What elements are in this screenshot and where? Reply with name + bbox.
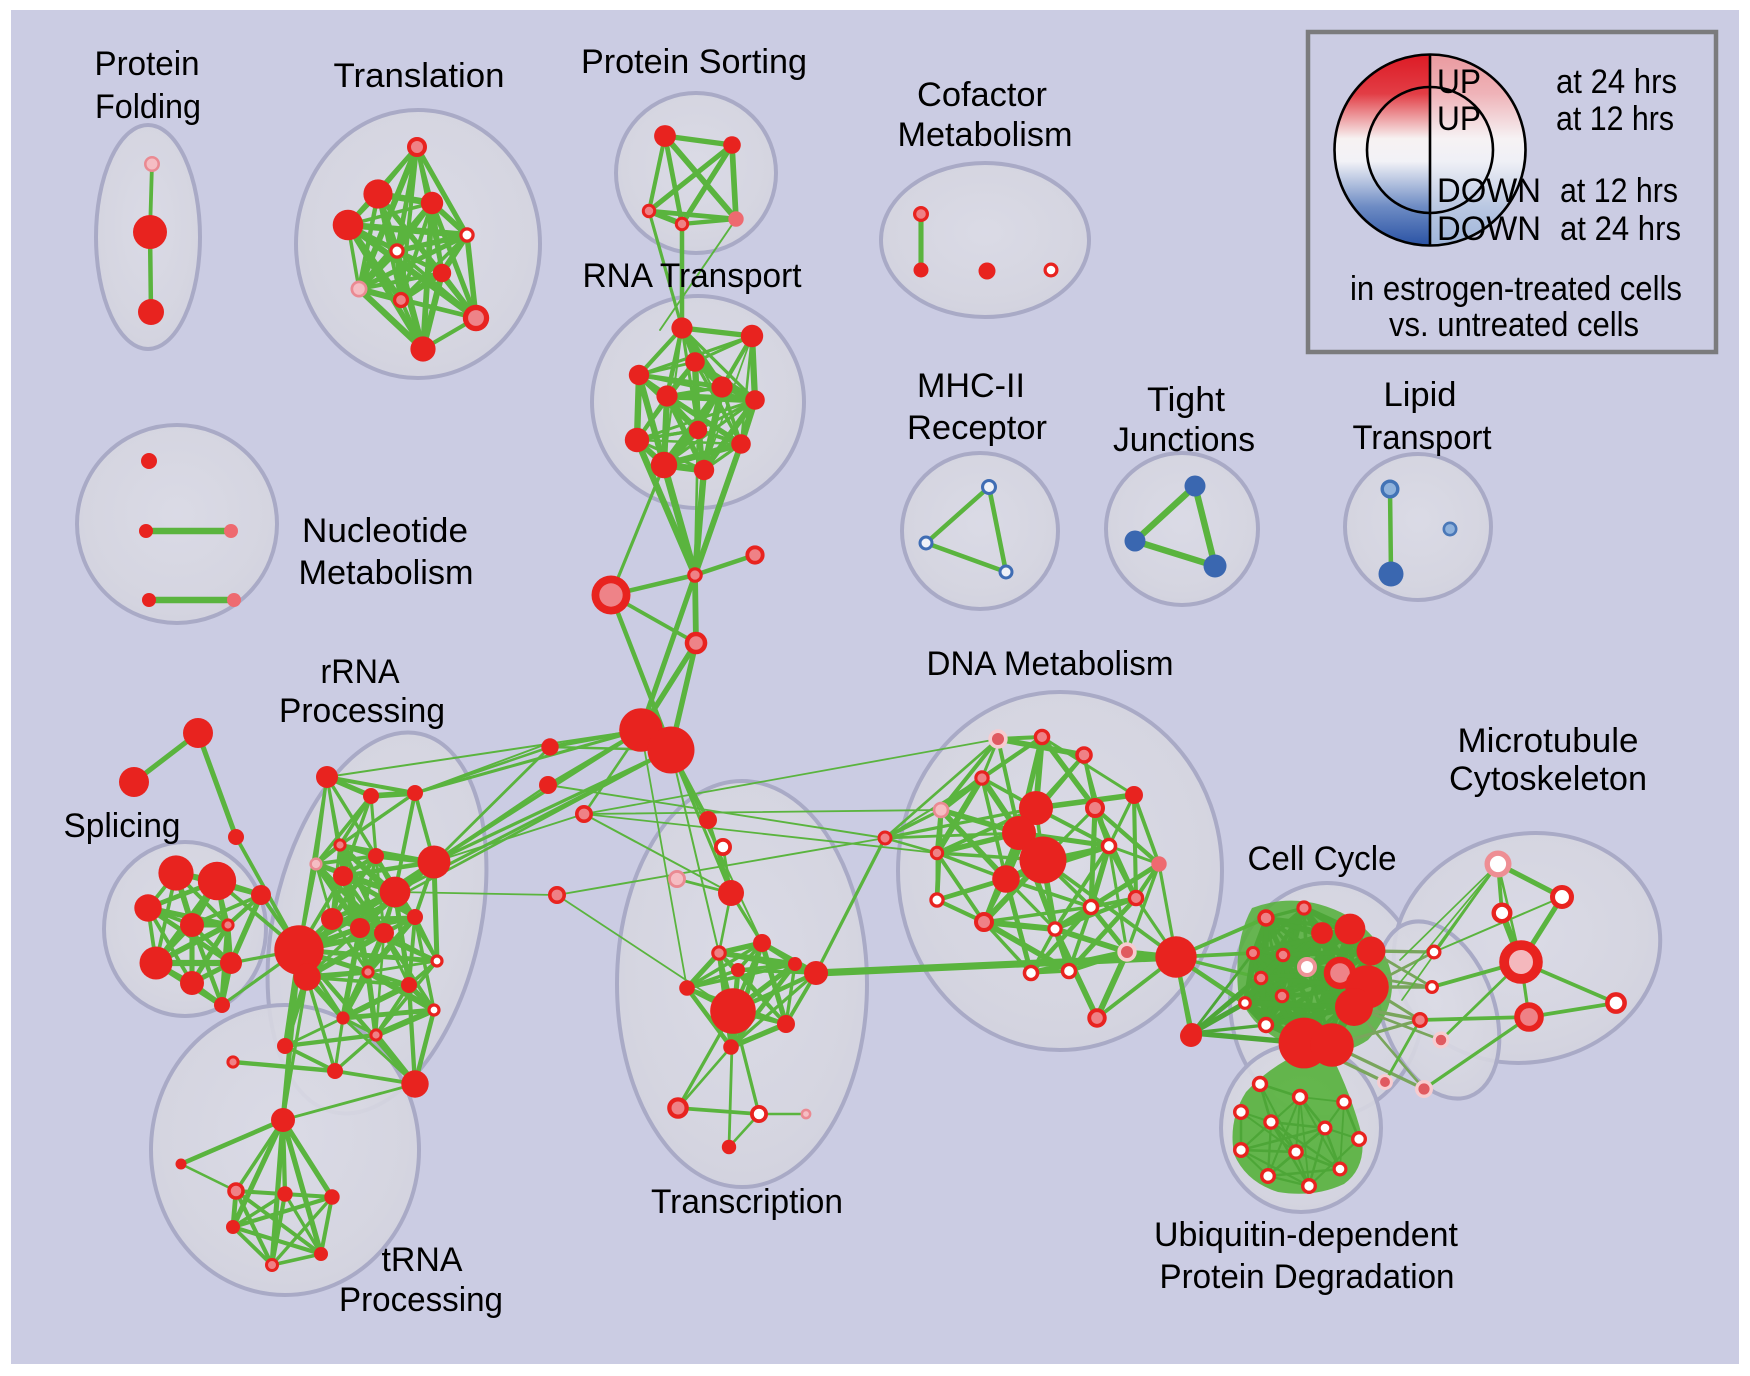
svg-text:Translation: Translation: [334, 57, 505, 95]
svg-text:Tight: Tight: [1147, 381, 1226, 419]
svg-text:Lipid: Lipid: [1384, 376, 1457, 414]
svg-text:Metabolism: Metabolism: [299, 554, 474, 592]
svg-text:tRNA: tRNA: [382, 1241, 463, 1279]
svg-text:Receptor: Receptor: [907, 409, 1047, 447]
svg-text:UP: UP: [1437, 100, 1481, 138]
svg-text:UP: UP: [1437, 63, 1481, 101]
svg-text:Junctions: Junctions: [1113, 421, 1255, 459]
svg-text:Transcription: Transcription: [651, 1183, 843, 1221]
svg-text:at 24 hrs: at 24 hrs: [1556, 63, 1677, 101]
svg-text:Metabolism: Metabolism: [898, 116, 1073, 154]
svg-text:Ubiquitin-dependent: Ubiquitin-dependent: [1154, 1216, 1459, 1254]
svg-text:Protein Degradation: Protein Degradation: [1160, 1258, 1455, 1296]
svg-text:Folding: Folding: [95, 88, 201, 126]
svg-text:rRNA: rRNA: [321, 653, 400, 691]
svg-text:vs. untreated cells: vs. untreated cells: [1389, 306, 1639, 344]
svg-text:Microtubule: Microtubule: [1458, 722, 1639, 760]
svg-text:Cytoskeleton: Cytoskeleton: [1449, 760, 1647, 798]
svg-text:Protein: Protein: [95, 45, 200, 83]
svg-text:RNA Transport: RNA Transport: [583, 257, 803, 295]
svg-text:Splicing: Splicing: [64, 807, 181, 845]
svg-text:Cofactor: Cofactor: [917, 76, 1047, 114]
svg-text:Processing: Processing: [339, 1281, 503, 1319]
svg-text:Protein Sorting: Protein Sorting: [581, 43, 807, 81]
svg-text:Nucleotide: Nucleotide: [302, 512, 468, 550]
svg-text:DOWN: DOWN: [1437, 210, 1541, 248]
svg-text:DNA Metabolism: DNA Metabolism: [927, 645, 1174, 683]
svg-text:at 24 hrs: at 24 hrs: [1560, 210, 1681, 248]
svg-text:at 12 hrs: at 12 hrs: [1556, 100, 1674, 138]
svg-text:Processing: Processing: [279, 692, 445, 730]
svg-text:in estrogen-treated cells: in estrogen-treated cells: [1350, 270, 1682, 308]
svg-text:MHC-II: MHC-II: [917, 367, 1025, 405]
svg-text:Transport: Transport: [1353, 419, 1493, 457]
svg-text:at 12 hrs: at 12 hrs: [1560, 172, 1678, 210]
svg-text:Cell Cycle: Cell Cycle: [1248, 840, 1397, 878]
svg-text:DOWN: DOWN: [1437, 172, 1541, 210]
